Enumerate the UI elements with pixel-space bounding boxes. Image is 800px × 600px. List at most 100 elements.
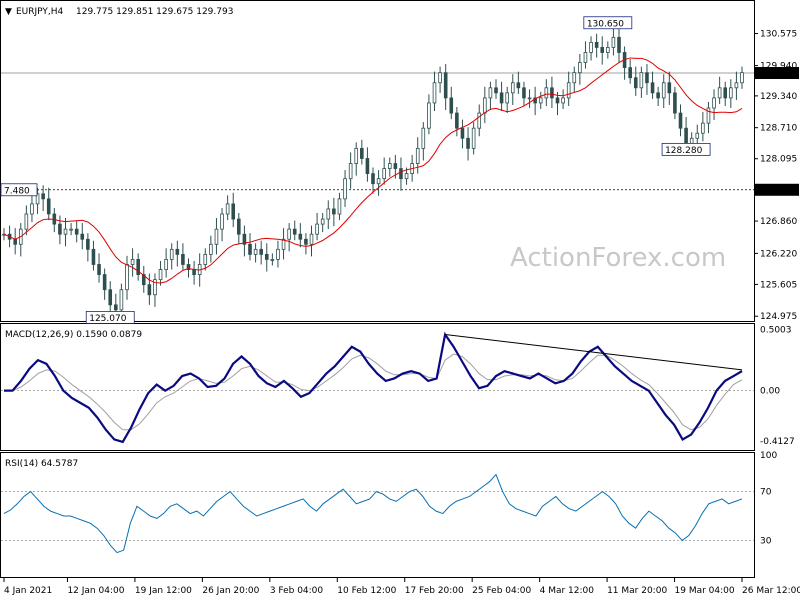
candle-body	[427, 102, 431, 129]
candle-body	[248, 243, 252, 255]
price-axis-label: 128.095	[760, 155, 797, 165]
candle-body	[376, 178, 381, 185]
candle-body	[606, 47, 610, 53]
candle-body	[203, 253, 208, 265]
x-axis-label: 17 Feb 20:00	[405, 586, 464, 596]
x-axis-label: 19 Jan 12:00	[135, 586, 192, 596]
candle-body	[404, 173, 409, 180]
price-tag-box	[755, 67, 799, 80]
candle-body	[169, 248, 174, 260]
x-axis-label: 4 Jan 2021	[4, 586, 52, 596]
candle-body	[360, 147, 364, 159]
candle-body	[544, 87, 549, 99]
price-axis-label: 126.220	[760, 249, 797, 259]
candle-body	[684, 127, 688, 144]
candle-body	[449, 97, 454, 114]
candle-body	[136, 259, 140, 275]
candle-body	[594, 41, 599, 48]
x-axis-label: 12 Jan 04:00	[67, 586, 124, 596]
price-annotation-label: 130.650	[587, 19, 624, 29]
candle-body	[119, 289, 124, 311]
candle-body	[527, 97, 532, 100]
candle-body	[24, 213, 29, 230]
macd-series	[1, 331, 754, 444]
price-annotation-box	[583, 16, 633, 30]
rsi-line	[3, 473, 743, 554]
candle-body	[225, 203, 230, 215]
candle-body	[678, 112, 683, 129]
candle-body	[320, 218, 325, 225]
candle-body	[298, 233, 303, 240]
price-annotation-box	[0, 183, 38, 197]
macd-line	[4, 331, 743, 444]
candle-body	[734, 82, 739, 89]
price-axis-label: 129.940	[760, 62, 797, 72]
candle-body	[186, 264, 191, 270]
candle-body	[242, 233, 247, 245]
candle-body	[589, 41, 593, 53]
candle-body	[661, 82, 666, 99]
candle-body	[281, 238, 286, 250]
candle-body	[97, 264, 101, 275]
price-axis-label: 125.605	[760, 280, 797, 290]
candle-body	[566, 82, 571, 99]
candle-body	[214, 228, 219, 245]
candle-body	[740, 72, 744, 84]
price-annotation-label: 125.070	[89, 314, 126, 324]
candle-body	[80, 233, 85, 240]
candle-body	[304, 238, 308, 245]
dropdown-arrow-icon[interactable]: ▼	[5, 7, 12, 17]
candle-body	[253, 248, 258, 255]
price-axis-label: 124.975	[760, 312, 797, 322]
candle-body	[471, 127, 476, 149]
candle-body	[455, 112, 459, 129]
candle-body	[505, 92, 509, 104]
candle-body	[387, 163, 392, 169]
candle-body	[432, 82, 437, 104]
candle-body	[421, 127, 426, 149]
axes: 130.575 129.940 129.340 128.710 128.095 126.8…	[3, 30, 800, 596]
candle-body	[695, 132, 700, 139]
candle-body	[628, 67, 632, 79]
price-annotation-label: 128.280	[665, 146, 702, 156]
candle-body	[114, 304, 118, 311]
candle-body	[673, 92, 677, 114]
candle-body	[550, 87, 554, 99]
candle-body	[354, 147, 359, 164]
x-axis-label: 19 Mar 04:00	[675, 586, 735, 596]
candle-body	[572, 72, 577, 84]
price-axis-label: 126.860	[760, 217, 797, 227]
macd-axis-label: 0.5003	[760, 326, 792, 336]
candle-body	[270, 259, 275, 261]
symbol-label: EURJPY,H4	[16, 7, 64, 17]
candle-body	[108, 289, 113, 306]
ohlc-readout: 129.775 129.851 129.675 129.793	[76, 7, 233, 17]
candle-body	[415, 147, 420, 164]
price-tag-box	[755, 183, 799, 196]
candle-body	[209, 243, 213, 255]
moving-average-line	[3, 57, 743, 284]
watermark: ActionForex.com	[510, 243, 726, 273]
candle-body	[600, 47, 605, 53]
candle-body	[729, 87, 733, 99]
candle-body	[343, 178, 347, 200]
candle-body	[309, 233, 314, 245]
candle-body	[292, 228, 297, 235]
candle-body	[348, 163, 353, 180]
candle-body	[371, 173, 375, 185]
price-panel	[0, 0, 755, 322]
candle-body	[712, 97, 716, 109]
candle-body	[561, 97, 565, 104]
rsi-axis-label: 70	[760, 488, 772, 498]
candle-body	[533, 97, 537, 104]
candle-body	[578, 62, 582, 74]
candle-body	[538, 97, 543, 104]
candle-body	[723, 87, 728, 99]
candle-body	[365, 158, 370, 175]
candle-body	[74, 228, 79, 235]
candle-body	[175, 248, 180, 255]
candle-body	[706, 107, 711, 124]
candle-body	[326, 208, 331, 220]
candle-body	[192, 269, 196, 275]
candle-body	[650, 82, 655, 94]
